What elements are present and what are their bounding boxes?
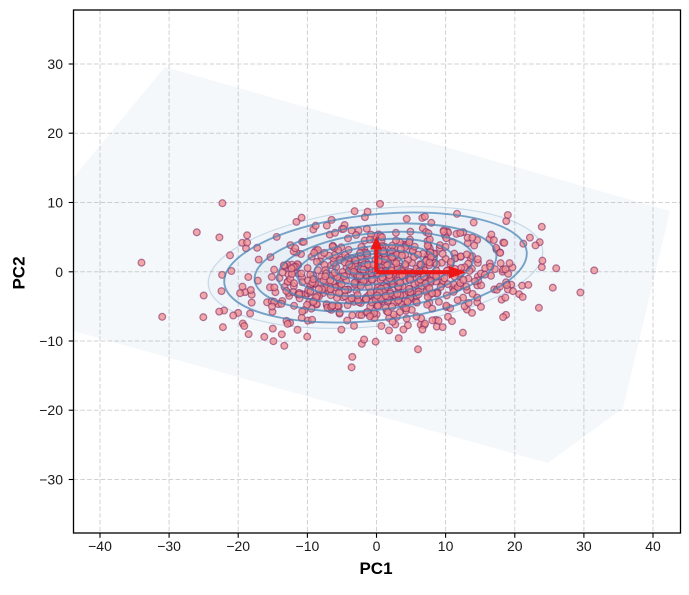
svg-text:−30: −30 [157, 538, 181, 554]
svg-text:−10: −10 [296, 538, 320, 554]
svg-text:40: 40 [645, 538, 661, 554]
svg-text:PC2: PC2 [10, 256, 29, 289]
svg-text:−10: −10 [39, 333, 63, 349]
svg-text:20: 20 [47, 125, 63, 141]
svg-text:−20: −20 [226, 538, 250, 554]
svg-text:0: 0 [373, 538, 381, 554]
svg-text:−40: −40 [88, 538, 112, 554]
svg-text:10: 10 [438, 538, 454, 554]
svg-text:30: 30 [576, 538, 592, 554]
svg-text:0: 0 [55, 264, 63, 280]
svg-text:−30: −30 [39, 472, 63, 488]
svg-text:30: 30 [47, 56, 63, 72]
svg-text:−20: −20 [39, 402, 63, 418]
svg-text:20: 20 [507, 538, 523, 554]
svg-text:PC1: PC1 [359, 559, 392, 578]
svg-text:10: 10 [47, 195, 63, 211]
